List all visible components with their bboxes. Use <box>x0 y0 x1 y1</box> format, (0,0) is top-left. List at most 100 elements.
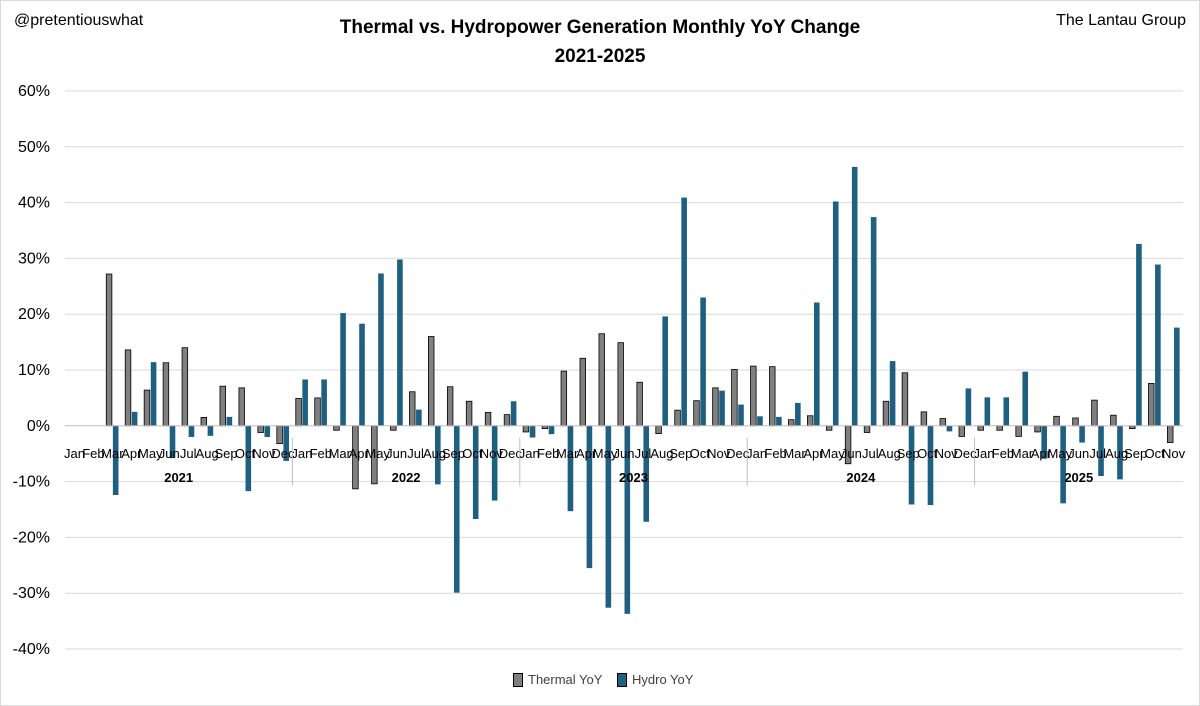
x-tick-label: Jan <box>519 446 540 461</box>
bar-thermal <box>788 419 795 427</box>
bar-thermal <box>1072 417 1079 427</box>
x-tick-label: Jun <box>386 446 407 461</box>
bar-hydro <box>1098 425 1104 477</box>
x-tick-label: Aug <box>423 446 446 461</box>
bar-thermal <box>143 389 151 427</box>
bar-thermal <box>503 414 511 427</box>
bar-thermal <box>1110 414 1117 427</box>
y-tick-label: 10% <box>18 362 50 379</box>
x-tick-label: Apr <box>349 446 370 461</box>
x-tick-label: May <box>1048 446 1073 461</box>
x-tick-label: Nov <box>480 446 504 461</box>
x-tick-label: Dec <box>271 446 295 461</box>
bar-thermal <box>939 418 947 427</box>
bar-thermal <box>712 387 719 427</box>
x-tick-label: Oct <box>462 446 483 461</box>
year-label: 2022 <box>392 470 421 485</box>
y-tick-label: 50% <box>18 139 50 156</box>
x-tick-label: Aug <box>878 446 901 461</box>
bar-hydro <box>264 425 271 437</box>
bar-thermal <box>674 409 681 427</box>
x-tick-label: Aug <box>650 446 673 461</box>
x-tick-label: Jan <box>64 446 85 461</box>
x-tick-label: Jan <box>291 446 312 461</box>
y-tick-label: 30% <box>18 250 50 267</box>
bar-hydro <box>321 379 327 426</box>
x-tick-label: Feb <box>310 446 332 461</box>
bar-thermal <box>636 381 643 427</box>
bar-hydro <box>813 302 820 426</box>
bar-thermal <box>1053 415 1060 427</box>
bar-hydro <box>984 397 991 426</box>
bar-thermal <box>731 369 738 427</box>
x-tick-label: Mar <box>556 446 579 461</box>
bar-hydro <box>1041 425 1047 459</box>
y-tick-label: 60% <box>18 83 50 100</box>
bar-hydro <box>681 197 687 426</box>
x-tick-label: Sep <box>897 446 920 461</box>
bar-hydro <box>1079 425 1085 443</box>
bar-thermal <box>409 391 416 427</box>
bar-hydro <box>112 425 119 495</box>
bar-hydro <box>643 425 650 522</box>
x-tick-label: May <box>138 446 163 461</box>
x-tick-label: Jul <box>180 446 197 461</box>
bar-hydro <box>510 401 517 426</box>
bar-hydro <box>700 297 706 426</box>
x-tick-label: Jul <box>862 446 879 461</box>
y-tick-label: 40% <box>18 195 50 212</box>
legend-item-thermal: Thermal YoY <box>513 672 602 687</box>
bar-thermal <box>276 425 283 445</box>
bar-thermal <box>484 412 492 427</box>
bar-hydro <box>245 425 252 492</box>
bar-thermal <box>806 415 814 427</box>
bar-hydro <box>207 425 214 436</box>
bar-hydro <box>131 411 138 426</box>
bar-hydro <box>150 362 157 426</box>
bar-hydro <box>472 425 479 519</box>
bar-thermal <box>958 425 965 437</box>
bar-hydro <box>169 425 176 459</box>
bar-thermal <box>295 398 302 427</box>
x-tick-label: Dec <box>954 446 978 461</box>
bar-hydro <box>416 409 422 426</box>
bar-hydro <box>927 425 934 506</box>
x-tick-label: Jun <box>159 446 180 461</box>
bar-thermal <box>105 273 113 427</box>
bar-thermal <box>162 362 170 427</box>
x-tick-label: Mar <box>1011 446 1034 461</box>
x-tick-label: Jan <box>746 446 767 461</box>
bar-hydro <box>776 416 782 426</box>
x-tick-label: Sep <box>669 446 692 461</box>
x-tick-label: Jul <box>1089 446 1106 461</box>
bar-thermal <box>863 425 871 433</box>
x-tick-label: Oct <box>690 446 711 461</box>
bar-thermal <box>333 425 340 431</box>
bar-hydro <box>1155 264 1161 426</box>
x-tick-label: Feb <box>764 446 786 461</box>
legend-swatch-thermal <box>513 672 523 687</box>
x-tick-label: Apr <box>1031 446 1052 461</box>
bar-thermal <box>920 411 928 427</box>
bar-hydro <box>1003 397 1010 426</box>
bar-hydro <box>491 425 498 501</box>
bar-hydro <box>738 404 744 426</box>
bar-hydro <box>529 425 536 438</box>
bar-hydro <box>1136 243 1142 426</box>
x-tick-label: Oct <box>1144 446 1165 461</box>
bar-thermal <box>750 365 757 427</box>
x-tick-label: Mar <box>101 446 124 461</box>
x-tick-label: Sep <box>1124 446 1147 461</box>
bar-hydro <box>757 416 763 426</box>
bar-hydro <box>226 416 233 426</box>
bar-thermal <box>825 425 833 431</box>
bar-hydro <box>283 425 290 461</box>
bar-thermal <box>465 400 473 427</box>
bar-thermal <box>390 425 397 431</box>
bar-thermal <box>1167 425 1174 443</box>
x-tick-label: Apr <box>576 446 597 461</box>
bar-thermal <box>181 347 189 427</box>
bar-thermal <box>219 385 226 427</box>
bar-thermal <box>655 425 662 435</box>
